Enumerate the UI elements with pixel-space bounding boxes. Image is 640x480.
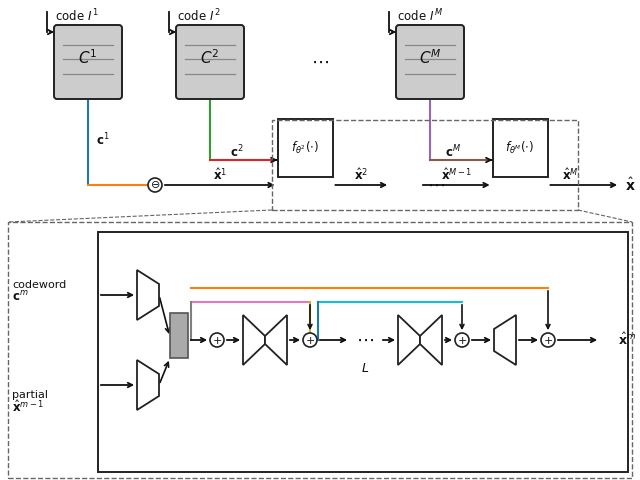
FancyBboxPatch shape (54, 25, 122, 99)
Bar (98, 232, 628, 472)
Polygon shape (494, 315, 516, 365)
Text: $C^1$: $C^1$ (78, 48, 98, 67)
Text: $\hat{\mathbf{x}}^2$: $\hat{\mathbf{x}}^2$ (354, 167, 368, 183)
Polygon shape (398, 315, 420, 365)
Text: $\hat{\mathbf{x}}^m$: $\hat{\mathbf{x}}^m$ (618, 332, 636, 348)
Polygon shape (137, 360, 159, 410)
Text: $\mathbf{c}^M$: $\mathbf{c}^M$ (445, 144, 461, 160)
Text: partial: partial (12, 390, 48, 400)
Text: $\cdots$: $\cdots$ (428, 176, 445, 194)
Text: $\cdots$: $\cdots$ (356, 331, 374, 349)
Text: $\cdots$: $\cdots$ (311, 53, 329, 71)
Circle shape (210, 333, 224, 347)
Bar (170, 313, 188, 358)
Polygon shape (265, 315, 287, 365)
Text: $C^M$: $C^M$ (419, 48, 442, 67)
Text: $\hat{\mathbf{x}}^{m-1}$: $\hat{\mathbf{x}}^{m-1}$ (12, 399, 44, 415)
Bar (272, 120, 578, 210)
Text: $\ominus$: $\ominus$ (150, 180, 160, 191)
Circle shape (541, 333, 555, 347)
Text: $L$: $L$ (361, 361, 369, 374)
Polygon shape (420, 315, 442, 365)
Text: $\mathbf{c}^2$: $\mathbf{c}^2$ (230, 144, 244, 160)
Bar (493, 119, 547, 177)
Text: $+$: $+$ (305, 335, 315, 346)
Circle shape (303, 333, 317, 347)
Text: $f_{\theta^2}(\cdot)$: $f_{\theta^2}(\cdot)$ (291, 140, 319, 156)
Text: $\mathbf{c}^1$: $\mathbf{c}^1$ (96, 132, 109, 149)
Bar (278, 119, 333, 177)
FancyBboxPatch shape (177, 27, 243, 97)
FancyBboxPatch shape (54, 26, 122, 98)
Text: $\hat{\mathbf{x}}$: $\hat{\mathbf{x}}$ (625, 176, 636, 193)
Text: $\hat{\mathbf{x}}^M$: $\hat{\mathbf{x}}^M$ (563, 167, 579, 183)
Text: code $\mathit{I}^{\,M}$: code $\mathit{I}^{\,M}$ (397, 8, 444, 24)
Text: $\hat{\mathbf{x}}^1$: $\hat{\mathbf{x}}^1$ (212, 167, 227, 183)
Text: $f_{\theta^M}(\cdot)$: $f_{\theta^M}(\cdot)$ (506, 140, 534, 156)
Text: $C^2$: $C^2$ (200, 48, 220, 67)
Text: $\hat{\mathbf{x}}^{M-1}$: $\hat{\mathbf{x}}^{M-1}$ (440, 167, 472, 183)
FancyBboxPatch shape (397, 26, 463, 98)
Circle shape (455, 333, 469, 347)
Polygon shape (243, 315, 265, 365)
Text: $+$: $+$ (457, 335, 467, 346)
FancyBboxPatch shape (177, 26, 243, 98)
Polygon shape (137, 270, 159, 320)
FancyBboxPatch shape (55, 27, 121, 97)
Text: $\mathbf{c}^m$: $\mathbf{c}^m$ (12, 290, 29, 304)
Text: code $\mathit{I}^{\,1}$: code $\mathit{I}^{\,1}$ (55, 8, 99, 24)
FancyBboxPatch shape (396, 25, 464, 99)
FancyBboxPatch shape (397, 27, 463, 97)
Text: codeword: codeword (12, 280, 67, 290)
FancyBboxPatch shape (176, 25, 244, 99)
Bar (8, 222, 632, 478)
Text: $+$: $+$ (212, 335, 222, 346)
Text: code $\mathit{I}^{\,2}$: code $\mathit{I}^{\,2}$ (177, 8, 221, 24)
Circle shape (148, 178, 162, 192)
Text: $+$: $+$ (543, 335, 553, 346)
